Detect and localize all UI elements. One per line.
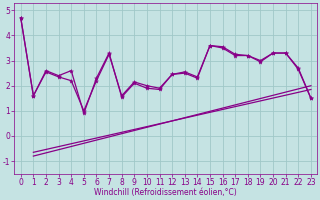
X-axis label: Windchill (Refroidissement éolien,°C): Windchill (Refroidissement éolien,°C) — [94, 188, 237, 197]
